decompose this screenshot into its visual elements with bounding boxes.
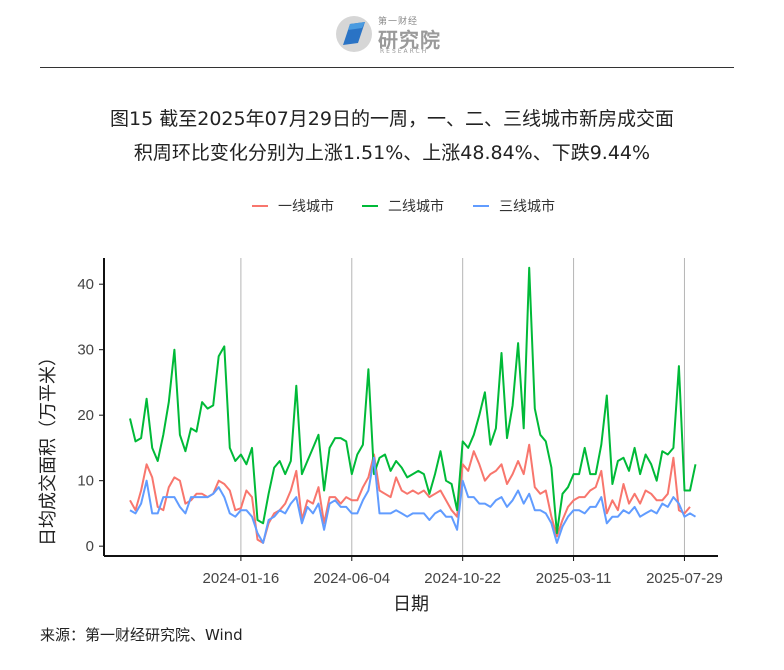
legend-label: 一线城市 <box>278 198 334 215</box>
series-line <box>129 443 691 544</box>
x-axis-title: 日期 <box>393 594 429 615</box>
y-tick-label: 30 <box>77 342 94 359</box>
axes: 2024-01-16 2024-06-04 2024-10-22 2025-03-11… <box>77 258 723 587</box>
logo: 第一财经 研究院 RESEARCH <box>334 10 454 55</box>
y-tick-label: 20 <box>77 407 94 424</box>
legend-label: 二线城市 <box>388 198 444 215</box>
legend: 一线城市 二线城市 三线城市 <box>252 198 555 215</box>
x-tick-label: 2025-03-11 <box>536 570 612 587</box>
x-tick-label: 2024-10-22 <box>424 570 501 587</box>
header-rule <box>40 67 734 68</box>
series-line <box>129 456 697 544</box>
source-note: 来源：第一财经研究院、Wind <box>40 626 243 644</box>
logo-mark-icon <box>336 16 372 52</box>
logo-top-text: 第一财经 <box>378 17 419 27</box>
x-tick-label: 2025-07-29 <box>646 570 723 587</box>
axis-labels: 日期 日均成交面积（万平米） <box>38 348 429 615</box>
y-axis-title: 日均成交面积（万平米） <box>38 348 59 546</box>
x-tick-label: 2024-01-16 <box>203 570 280 587</box>
grid <box>240 258 685 556</box>
chart-title-line-1: 图15 截至2025年07月29日的一周，一、二、三线城市新房成交面 <box>110 108 674 130</box>
series-line <box>129 266 697 535</box>
y-tick-label: 40 <box>77 276 94 293</box>
series-lines <box>129 266 697 544</box>
x-tick-label: 2024-06-04 <box>313 570 390 587</box>
logo-sub-text: RESEARCH <box>380 48 429 55</box>
logo-main-text: 研究院 <box>378 28 441 52</box>
legend-label: 三线城市 <box>499 198 555 215</box>
y-tick-label: 0 <box>86 538 94 555</box>
y-tick-label: 10 <box>77 473 94 490</box>
chart-title-line-2: 积周环比变化分别为上涨1.51%、上涨48.84%、下跌9.44% <box>133 142 651 164</box>
line-chart: 一线城市 二线城市 三线城市 2024-01-16 2024-06-04 2024-10… <box>38 198 723 615</box>
